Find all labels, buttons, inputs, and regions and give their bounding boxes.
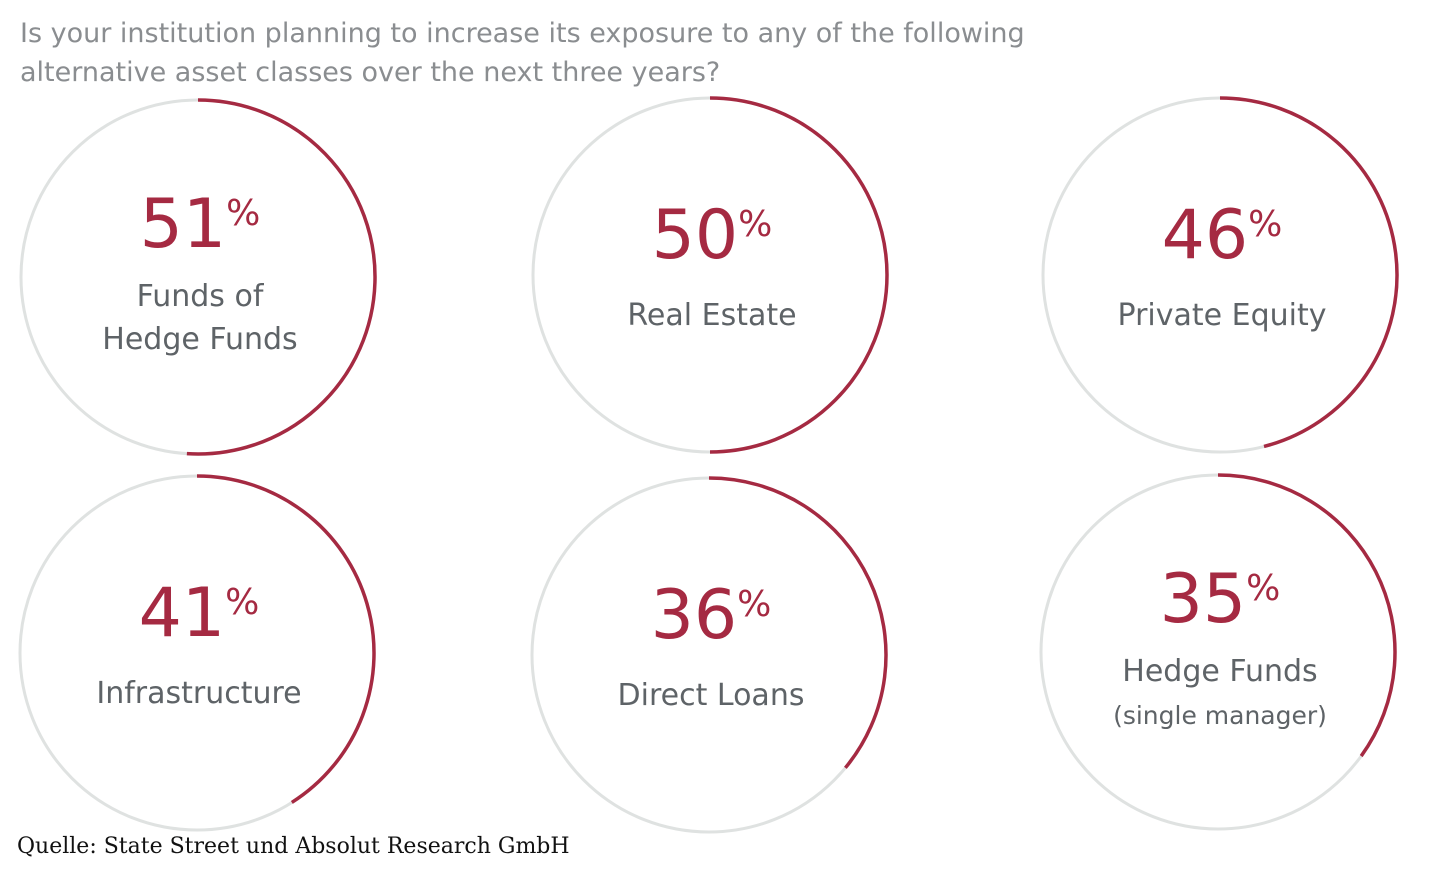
category-label: Hedge Funds [1122, 654, 1317, 689]
category-label: Infrastructure [96, 676, 301, 711]
chart-title: Is your institution planning to increase… [20, 14, 1120, 92]
value-label: 41% [139, 574, 260, 653]
value-label: 51% [140, 185, 261, 264]
category-label: (single manager) [1113, 701, 1327, 730]
category-label: Real Estate [627, 298, 796, 333]
value-number: 50 [652, 196, 739, 275]
value-number: 36 [651, 576, 738, 655]
gauge-infrastructure: 41% Infrastructure [18, 474, 376, 832]
percent-sign: % [1246, 568, 1280, 609]
value-number: 46 [1162, 196, 1249, 275]
value-number: 51 [140, 185, 227, 264]
gauge-track [531, 96, 889, 454]
value-number: 41 [139, 574, 226, 653]
gauge-track [1039, 473, 1397, 831]
gauge-arc [186, 98, 377, 456]
gauge-arc [196, 474, 376, 804]
gauge-real-estate: 50% Real Estate [531, 96, 889, 454]
value-label: 50% [652, 196, 773, 275]
source-note: Quelle: State Street und Absolut Researc… [17, 834, 570, 859]
percent-sign: % [737, 584, 771, 625]
percent-sign: % [226, 193, 260, 234]
gauge-track [18, 474, 376, 832]
percent-sign: % [738, 204, 772, 245]
chart-title-line-1: Is your institution planning to increase… [20, 18, 1025, 49]
category-label: Private Equity [1118, 298, 1327, 333]
gauge-arc [708, 476, 888, 769]
gauge-hedge-funds-single-manager: 35% Hedge Funds (single manager) [1039, 473, 1397, 831]
gauge-track [19, 98, 377, 456]
value-label: 35% [1160, 560, 1281, 639]
gauge-private-equity: 46% Private Equity [1041, 96, 1399, 454]
gauge-arc [1219, 96, 1399, 449]
chart-title-line-2: alternative asset classes over the next … [20, 57, 721, 88]
category-label: Hedge Funds [102, 322, 297, 357]
gauge-arc [1217, 473, 1397, 758]
category-label: Direct Loans [618, 678, 805, 713]
gauge-track [530, 476, 888, 834]
gauge-direct-loans: 36% Direct Loans [530, 476, 888, 834]
value-number: 35 [1160, 560, 1247, 639]
value-label: 36% [651, 576, 772, 655]
gauge-funds-of-hedge-funds: 51% Funds of Hedge Funds [19, 98, 377, 456]
gauge-arc [709, 96, 889, 454]
category-label: Funds of [137, 279, 265, 314]
percent-sign: % [1248, 204, 1282, 245]
percent-sign: % [225, 582, 259, 623]
value-label: 46% [1162, 196, 1283, 275]
gauge-track [1041, 96, 1399, 454]
